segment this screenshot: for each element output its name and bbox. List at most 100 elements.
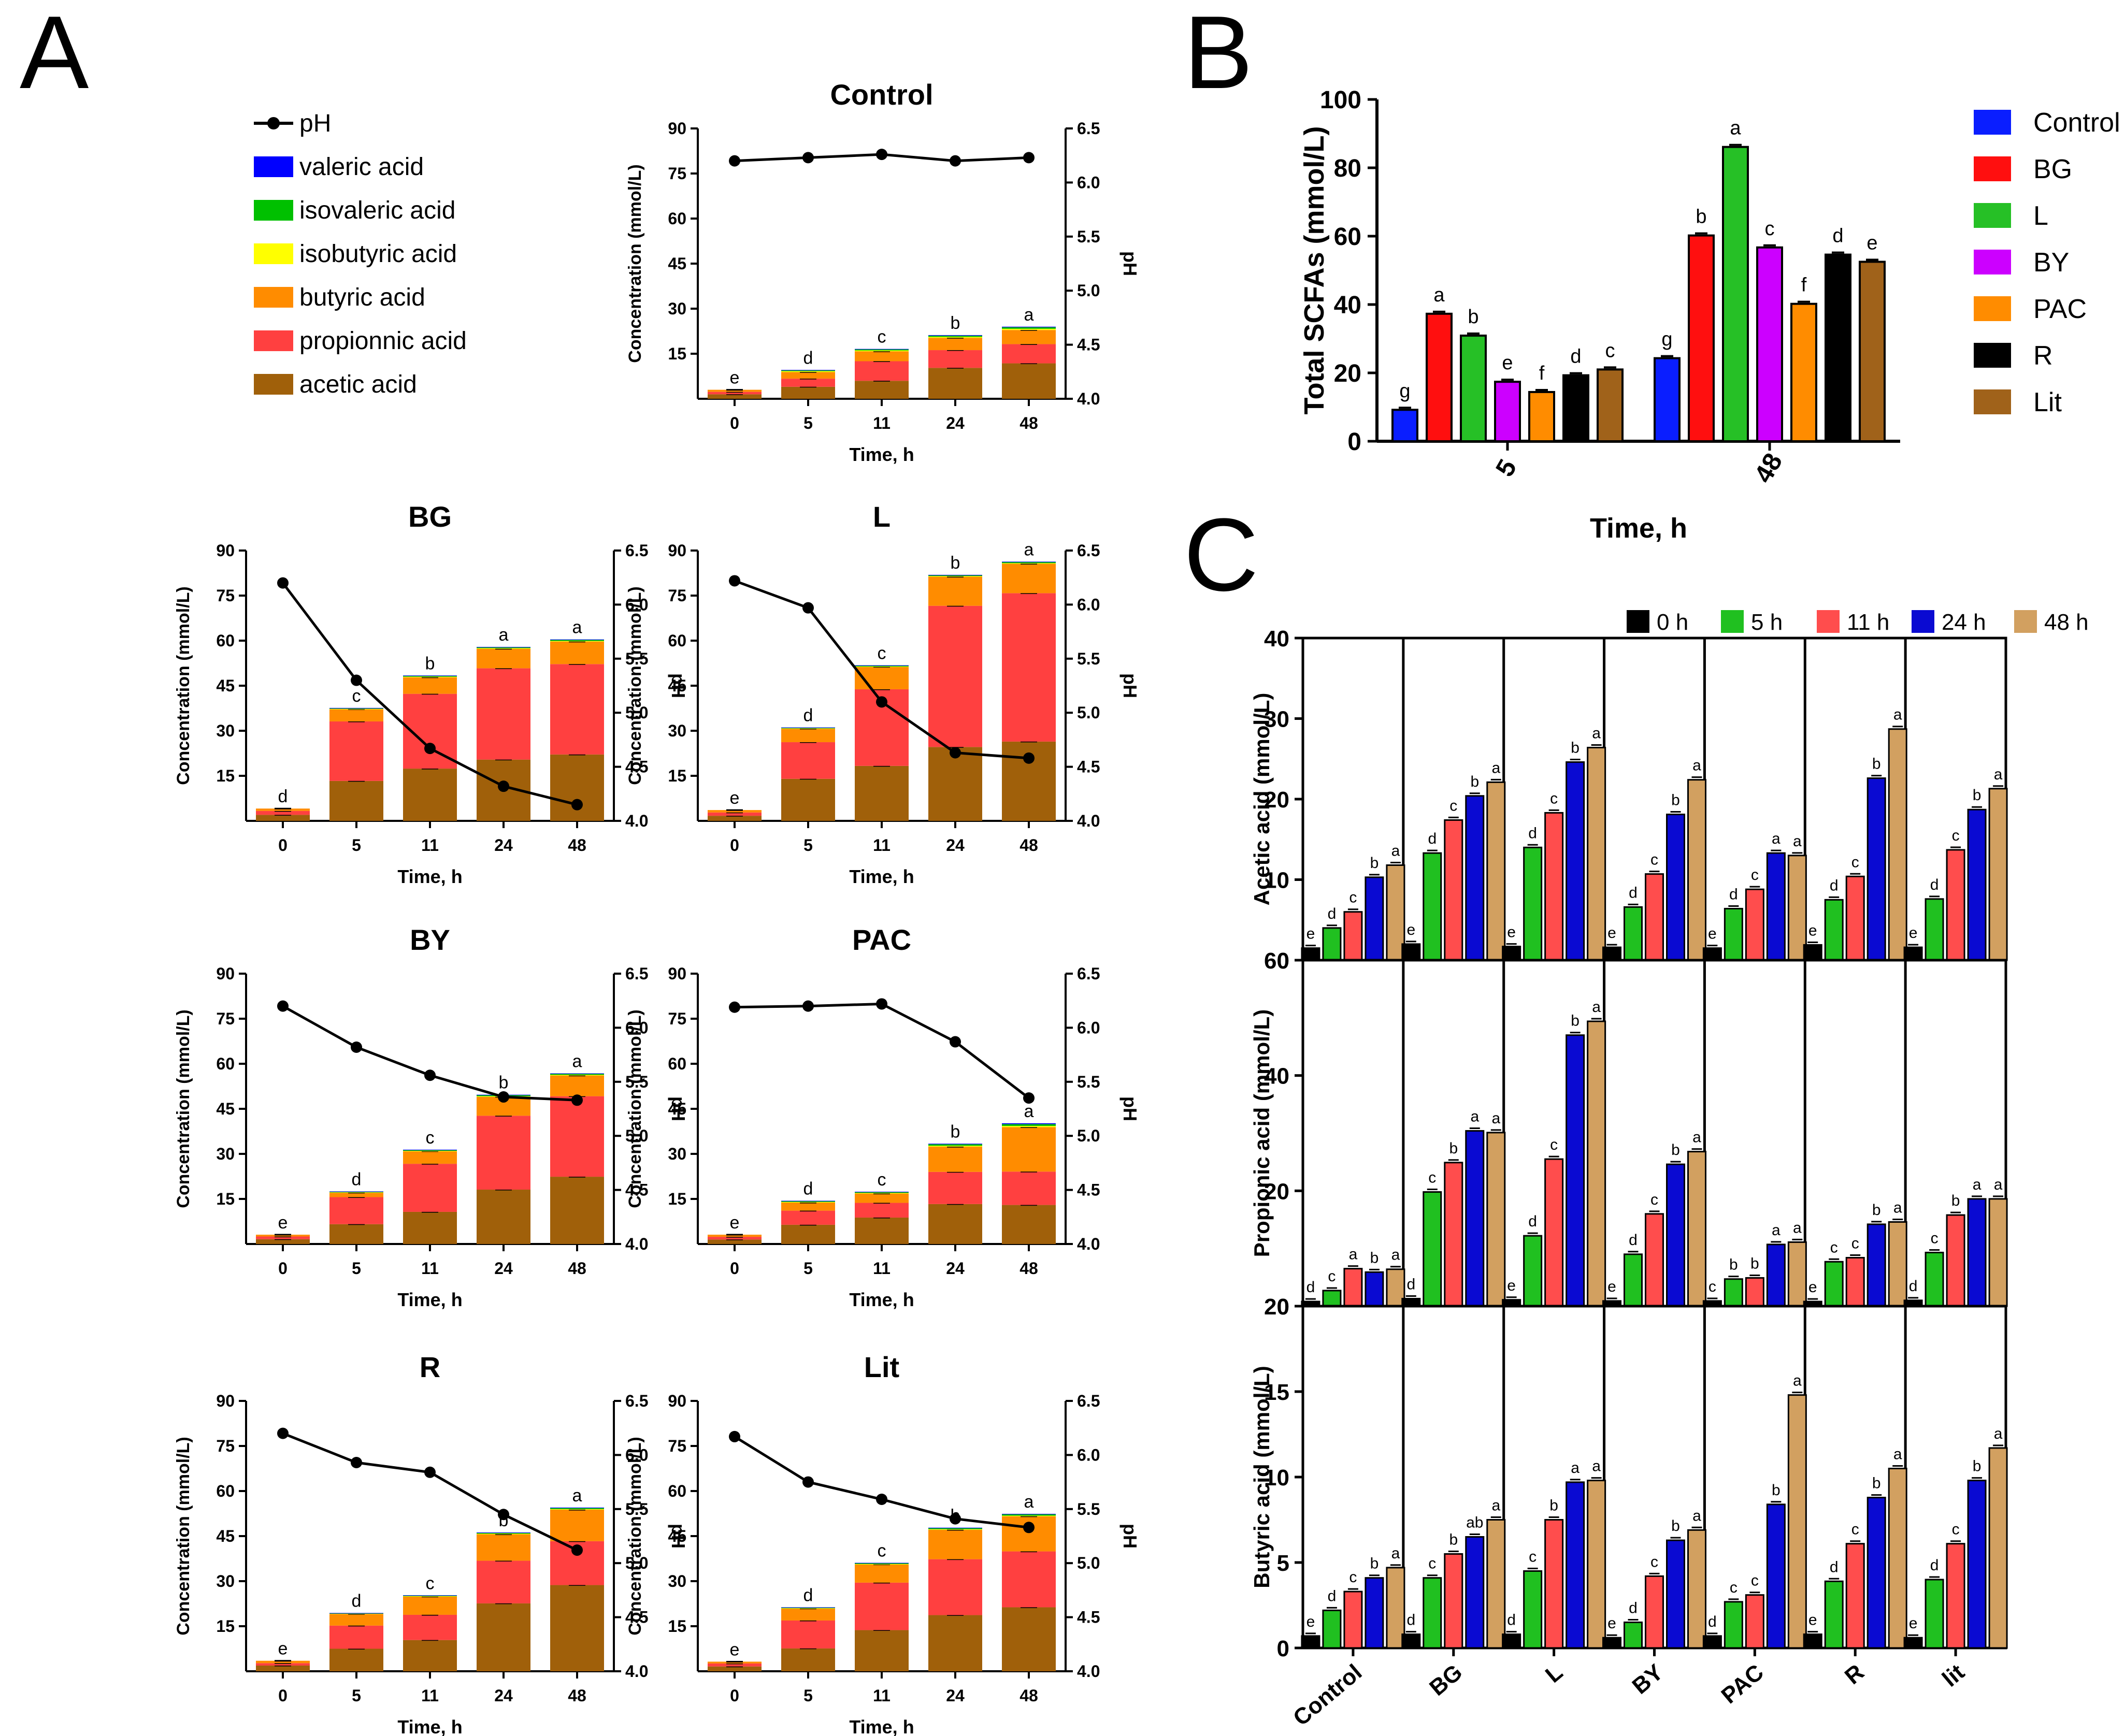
c-bar (1602, 1637, 1621, 1649)
y-tick-label: 15 (668, 766, 686, 785)
c-significance-letter: d (1406, 1276, 1415, 1293)
x-tick-label: 0 (278, 1259, 288, 1278)
y-tick-label: 60 (216, 1054, 235, 1073)
bar-acetic (781, 778, 835, 821)
bar-isovaleric (1002, 1514, 1056, 1516)
bar-isovaleric (855, 1192, 909, 1193)
y2-tick-label: 5.0 (1077, 703, 1100, 722)
ph-point (424, 1069, 436, 1081)
c-significance-letter: e (1607, 1278, 1616, 1295)
bar-isobutyric (781, 728, 835, 729)
c-significance-letter: ab (1466, 1514, 1483, 1531)
bar-butyric (928, 338, 982, 351)
bar-isovaleric (550, 1508, 604, 1509)
y2-tick-label: 4.0 (625, 1662, 648, 1681)
bar-propionic (329, 721, 383, 781)
panel-b-chart: 0 20 40 60 80 100 Total SCFAs (mmol/L) Time, h 5… (1299, 86, 2120, 544)
c-significance-letter: d (1528, 824, 1537, 842)
c-y-tick-label: 20 (1264, 1179, 1289, 1204)
ph-point (729, 1430, 740, 1442)
x-tick-label: 48 (1020, 1259, 1038, 1278)
b-y-tick-label: 0 (1347, 428, 1361, 456)
c-significance-letter: d (1629, 884, 1638, 901)
ph-point (424, 1466, 436, 1478)
bar-butyric (708, 810, 762, 813)
bar-propionic (256, 1236, 310, 1239)
x-tick-label: 11 (873, 1259, 891, 1278)
bar-propionic (928, 1559, 982, 1615)
bar-acetic (550, 1585, 604, 1671)
bar-propionic (550, 1096, 604, 1177)
legend-label-valeric: valeric acid (299, 153, 424, 181)
x-tick-label: 5 (803, 414, 813, 432)
significance-letter: a (1024, 1102, 1034, 1121)
bar-acetic (928, 1204, 982, 1244)
bar-isobutyric (855, 350, 909, 352)
y2-tick-label: 5.0 (1077, 1554, 1100, 1572)
y2-tick-label: 4.5 (625, 758, 648, 776)
bar-acetic (256, 815, 310, 821)
c-significance-letter: c (1952, 827, 1960, 844)
c-bar (1343, 1268, 1363, 1307)
c-significance-letter: a (1592, 999, 1601, 1016)
c-bar (1365, 1271, 1384, 1307)
bar-butyric (256, 1235, 310, 1237)
y-tick-label: 75 (216, 586, 235, 605)
y2-axis-label: pH (1119, 673, 1141, 698)
ph-point (498, 1091, 509, 1103)
c-x-tick-label: Control (1288, 1659, 1367, 1731)
c-bar (1624, 1253, 1643, 1307)
ph-line (734, 1002, 1030, 1100)
c-bar (1787, 1241, 1807, 1307)
c-significance-letter: b (1370, 1555, 1379, 1572)
y2-tick-label: 6.5 (1077, 964, 1100, 983)
c-significance-letter: c (1349, 1569, 1357, 1586)
significance-letter: e (730, 368, 740, 388)
y-tick-label: 45 (668, 254, 686, 273)
c-bar (1824, 899, 1844, 961)
c-significance-letter: d (1729, 886, 1738, 903)
c-significance-letter: d (1930, 876, 1939, 893)
legend-swatch-isobutyric (254, 243, 293, 264)
x-tick-label: 0 (730, 1686, 739, 1705)
x-tick-label: 48 (568, 1686, 586, 1705)
significance-letter: a (572, 1052, 582, 1072)
c-bar (1724, 1601, 1743, 1649)
bar-acetic (403, 1211, 457, 1244)
significance-letter: b (951, 1122, 960, 1141)
chart-r: R 15 30 45 60 75 90 4.0 4.5 5.0 5.5 6.0 6.5 Concentra… (174, 1351, 689, 1736)
x-tick-label: 48 (568, 836, 586, 855)
y2-tick-label: 5.5 (625, 1500, 648, 1518)
c-bar (1645, 1575, 1664, 1649)
c-legend-swatch (2014, 610, 2037, 633)
c-bar (1444, 1162, 1463, 1307)
c-bar (1866, 777, 1886, 961)
ph-point (351, 1457, 362, 1469)
bar-propionic (708, 812, 762, 816)
b-legend-label: R (2033, 341, 2053, 371)
bar-butyric (1002, 1127, 1056, 1172)
bar-acetic (256, 1665, 310, 1671)
ph-point (277, 1000, 289, 1012)
y2-tick-label: 5.0 (1077, 1126, 1100, 1145)
y-tick-label: 30 (668, 721, 686, 740)
ph-point (571, 1094, 583, 1106)
bar-propionic (329, 1625, 383, 1649)
b-bar-pac (1790, 302, 1817, 442)
c-bar (1687, 779, 1706, 961)
bar-propionic (477, 1560, 530, 1603)
b-x-tick-label: 5 (1490, 454, 1522, 481)
c-significance-letter: b (1571, 739, 1580, 756)
significance-letter: a (572, 1486, 582, 1506)
significance-letter: c (352, 686, 361, 706)
bar-propionic (477, 668, 530, 760)
c-bar (1845, 1256, 1865, 1307)
y-tick-label: 90 (216, 1392, 235, 1410)
legend-label-propionic: propionnic acid (299, 327, 467, 355)
c-significance-letter: e (1607, 924, 1616, 942)
c-significance-letter: a (1793, 1219, 1802, 1236)
significance-letter: a (572, 618, 582, 638)
bar-butyric (256, 808, 310, 811)
c-bar (1465, 795, 1485, 961)
bar-propionic (550, 664, 604, 755)
